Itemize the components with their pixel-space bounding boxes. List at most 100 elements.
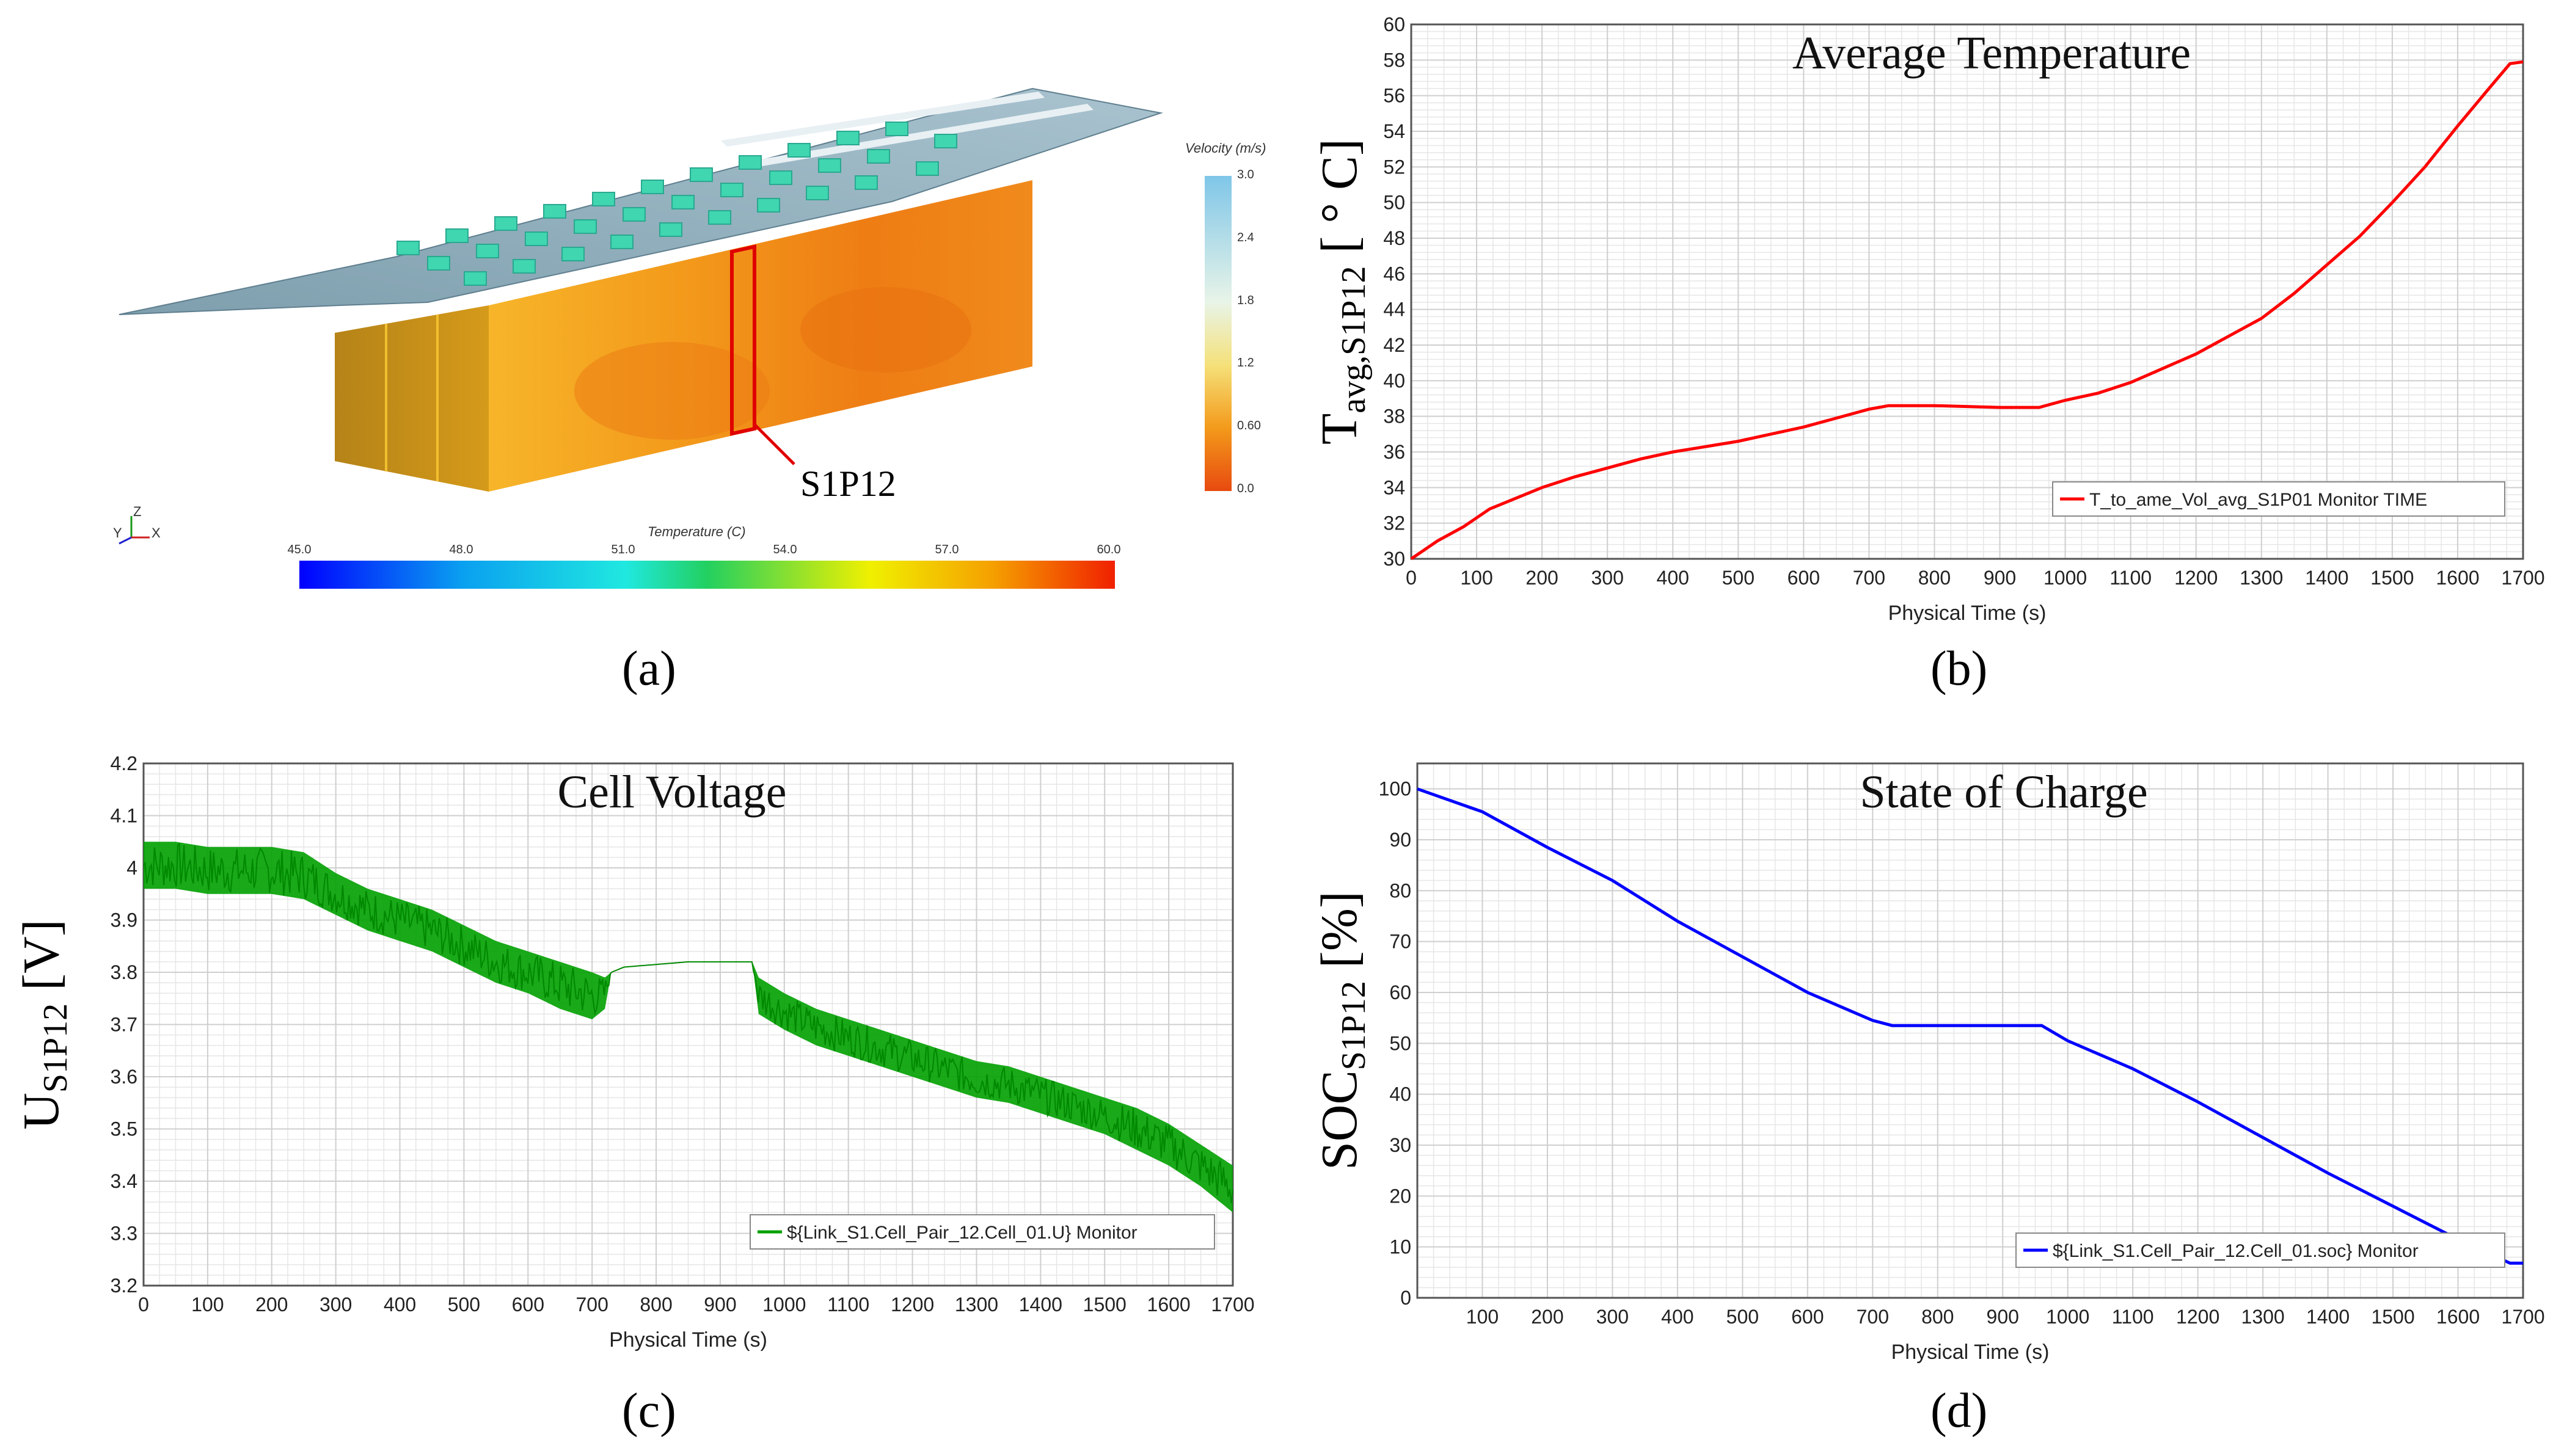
cooling-plate-channel (745, 104, 1094, 168)
y-tick-label: 48 (1383, 227, 1405, 249)
x-tick-label: 1500 (2371, 1306, 2414, 1328)
x-tick-label: 1700 (1211, 1294, 1254, 1316)
y-tick-label: 60 (1383, 13, 1405, 35)
svg-text:60.0: 60.0 (1097, 543, 1121, 556)
y-axis-label: SOCS1P12 [%] (1311, 891, 1373, 1170)
y-tick-label: 40 (1389, 1083, 1411, 1105)
y-tick-label: 3.4 (111, 1170, 137, 1192)
panel-c-chart: 0 100 200 300 400 500 600 700 800 900 1000 1100 1200… (0, 727, 1283, 1453)
x-tick-label: 1000 (762, 1294, 806, 1316)
svg-text:2.4: 2.4 (1237, 231, 1254, 244)
panel-d-chart: 100 200 300 400 500 600 700 800 900 1000 1100 1200 1… (1289, 727, 2564, 1453)
y-tick-label: 34 (1383, 476, 1405, 498)
x-tick-label: 100 (1460, 567, 1492, 589)
x-tick-label: 1000 (2044, 567, 2087, 589)
caption-c: (c) (622, 1384, 676, 1438)
cell-voltage-chart: 0 100 200 300 400 500 600 700 800 900 1000 1100 1200… (13, 752, 1255, 1352)
chart-title: Average Temperature (1792, 27, 2191, 79)
y-tick-label: 36 (1383, 441, 1405, 463)
s1p12-label: S1P12 (800, 464, 896, 504)
x-tick-label: 400 (1657, 567, 1689, 589)
x-tick-label: 1600 (2436, 567, 2479, 589)
y-tick-label: 90 (1389, 829, 1411, 851)
x-tick-label: 500 (448, 1294, 480, 1316)
x-tick-label: 1300 (955, 1294, 998, 1316)
x-tick-label: 300 (1596, 1306, 1629, 1328)
panel-a-render: S1P12 Velocity (m/s) 3.0 2.4 1.8 1.2 0.6… (0, 0, 1283, 721)
y-axis-label: US1P12 [V] (13, 919, 75, 1130)
y-tick-label: 10 (1389, 1236, 1411, 1258)
svg-text:45.0: 45.0 (288, 543, 312, 556)
y-tick-label: 3.6 (111, 1066, 137, 1088)
x-tick-label: 400 (1661, 1306, 1693, 1328)
x-tick-label: 800 (1918, 567, 1951, 589)
x-tick-label: 900 (704, 1294, 736, 1316)
x-tick-label: 900 (1987, 1306, 2019, 1328)
x-tick-label: 1000 (2046, 1306, 2089, 1328)
y-tick-label: 38 (1383, 406, 1405, 428)
axes-triad: Z X Y (113, 504, 161, 545)
caption-d: (d) (1930, 1384, 1988, 1438)
battery-pack-render: S1P12 Velocity (m/s) 3.0 2.4 1.8 1.2 0.6… (113, 87, 1266, 589)
average-temperature-chart: 0 100 200 300 400 500 600 700 800 900 1000 1100 1200… (1311, 13, 2545, 625)
chart-title: State of Charge (1860, 766, 2147, 818)
legend-box (2015, 1232, 2505, 1268)
y-tick-label: 54 (1383, 120, 1405, 142)
y-tick-label: 40 (1383, 369, 1405, 391)
x-tick-label: 400 (384, 1294, 416, 1316)
x-tick-label: 1200 (2176, 1306, 2219, 1328)
y-tick-label: 3.5 (111, 1118, 137, 1140)
svg-text:48.0: 48.0 (450, 543, 473, 556)
y-tick-label: 4.2 (111, 752, 137, 774)
x-tick-label: 300 (1591, 567, 1623, 589)
cooling-plate-channel (721, 92, 1045, 147)
x-tick-label: 600 (1791, 1306, 1824, 1328)
x-axis-label: Physical Time (s) (1891, 1341, 2050, 1364)
x-tick-label: 1300 (2240, 567, 2283, 589)
series-line (1410, 60, 2524, 561)
panel-b-chart: 0 100 200 300 400 500 600 700 800 900 1000 1100 1200… (1289, 0, 2564, 721)
x-axis-label: Physical Time (s) (1888, 602, 2047, 625)
y-tick-label: 46 (1383, 263, 1405, 285)
legend-label: ${Link_S1.Cell_Pair_12.Cell_01.soc} Moni… (2053, 1241, 2419, 1261)
plot-frame (1410, 23, 2524, 560)
x-tick-label: 1100 (2112, 1306, 2154, 1328)
x-tick-label: 0 (138, 1294, 149, 1316)
temperature-legend-bar (299, 561, 1115, 589)
x-tick-label: 1200 (891, 1294, 934, 1316)
svg-text:57.0: 57.0 (935, 543, 959, 556)
y-tick-label: 4.1 (111, 805, 137, 827)
cell-tabs (396, 122, 957, 286)
x-tick-label: 600 (1788, 567, 1820, 589)
legend-label: ${Link_S1.Cell_Pair_12.Cell_01.U} Monito… (787, 1223, 1138, 1243)
svg-text:Y: Y (113, 525, 122, 541)
plot-frame (142, 762, 1234, 1287)
x-tick-label: 1100 (827, 1294, 869, 1316)
legend-box (2052, 481, 2505, 517)
svg-text:0.60: 0.60 (1237, 419, 1261, 432)
x-tick-label: 800 (640, 1294, 672, 1316)
x-tick-label: 0 (1406, 567, 1417, 589)
y-tick-label: 58 (1383, 49, 1405, 71)
velocity-legend-bar (1205, 176, 1232, 491)
svg-text:1.8: 1.8 (1237, 294, 1254, 307)
legend-box (750, 1214, 1215, 1250)
caption-a: (a) (622, 642, 676, 696)
y-axis-label: Tavg,S1P12 [ ° C] (1311, 139, 1373, 445)
x-tick-label: 900 (1984, 567, 2016, 589)
x-tick-label: 100 (1466, 1306, 1499, 1328)
y-tick-label: 32 (1383, 512, 1405, 534)
x-tick-label: 200 (1531, 1306, 1563, 1328)
svg-text:Z: Z (133, 504, 141, 519)
plot-frame (1416, 762, 2524, 1299)
svg-text:54.0: 54.0 (773, 543, 797, 556)
x-tick-label: 500 (1726, 1306, 1759, 1328)
y-tick-label: 52 (1383, 156, 1405, 178)
y-tick-label: 3.9 (111, 909, 137, 931)
x-tick-label: 1600 (1147, 1294, 1191, 1316)
x-tick-label: 1200 (2174, 567, 2218, 589)
chart-title: Cell Voltage (557, 766, 786, 818)
y-tick-label: 3.7 (111, 1014, 137, 1036)
y-tick-label: 44 (1383, 299, 1405, 321)
svg-text:X: X (152, 525, 161, 541)
